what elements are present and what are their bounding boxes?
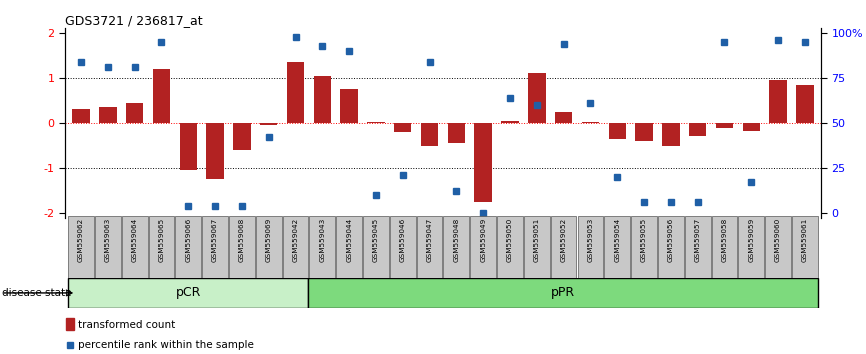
Bar: [309, 216, 335, 278]
Text: GSM559044: GSM559044: [346, 218, 352, 262]
Bar: [443, 216, 469, 278]
Text: GSM559048: GSM559048: [454, 218, 459, 262]
Bar: [282, 216, 308, 278]
Text: GSM559060: GSM559060: [775, 218, 781, 262]
Text: GSM559051: GSM559051: [533, 218, 540, 262]
Bar: [739, 216, 764, 278]
Bar: [555, 112, 572, 123]
Bar: [766, 216, 791, 278]
Bar: [152, 69, 171, 123]
Text: disease state: disease state: [2, 288, 71, 298]
Bar: [336, 216, 362, 278]
Bar: [417, 216, 443, 278]
Bar: [658, 216, 683, 278]
Bar: [501, 121, 519, 123]
Text: pPR: pPR: [551, 286, 575, 299]
Text: GSM559050: GSM559050: [507, 218, 513, 262]
Text: transformed count: transformed count: [78, 320, 175, 330]
Bar: [367, 122, 385, 123]
Bar: [206, 123, 223, 179]
Text: GSM559058: GSM559058: [721, 218, 727, 262]
Bar: [497, 216, 523, 278]
Text: GSM559046: GSM559046: [400, 218, 406, 262]
Bar: [203, 216, 228, 278]
Bar: [229, 216, 255, 278]
Bar: [475, 123, 492, 202]
Bar: [233, 123, 250, 150]
Bar: [578, 216, 604, 278]
Text: GSM559069: GSM559069: [266, 218, 272, 262]
Text: GSM559063: GSM559063: [105, 218, 111, 262]
Bar: [122, 216, 147, 278]
Text: GSM559061: GSM559061: [802, 218, 808, 262]
Bar: [712, 216, 737, 278]
Bar: [582, 122, 599, 123]
Bar: [340, 89, 358, 123]
Bar: [796, 85, 813, 123]
Bar: [742, 123, 760, 131]
Text: GSM559042: GSM559042: [293, 218, 299, 262]
Bar: [73, 109, 90, 123]
Bar: [528, 73, 546, 123]
Bar: [179, 123, 197, 170]
Text: GDS3721 / 236817_at: GDS3721 / 236817_at: [65, 14, 203, 27]
Bar: [363, 216, 389, 278]
Bar: [99, 107, 117, 123]
Bar: [604, 216, 630, 278]
Bar: [255, 216, 281, 278]
Text: pCR: pCR: [176, 286, 201, 299]
Bar: [421, 123, 438, 145]
Bar: [260, 123, 277, 125]
Bar: [631, 216, 657, 278]
Bar: [308, 278, 818, 308]
Bar: [313, 76, 331, 123]
Text: GSM559047: GSM559047: [427, 218, 432, 262]
Text: GSM559052: GSM559052: [560, 218, 566, 262]
Text: GSM559043: GSM559043: [320, 218, 326, 262]
Bar: [95, 216, 120, 278]
Text: GSM559065: GSM559065: [158, 218, 165, 262]
Bar: [149, 216, 174, 278]
Text: GSM559066: GSM559066: [185, 218, 191, 262]
Bar: [685, 216, 710, 278]
Bar: [126, 103, 144, 123]
Text: GSM559064: GSM559064: [132, 218, 138, 262]
Bar: [68, 278, 308, 308]
Text: GSM559054: GSM559054: [614, 218, 620, 262]
Text: GSM559059: GSM559059: [748, 218, 754, 262]
Text: GSM559045: GSM559045: [373, 218, 379, 262]
Text: GSM559057: GSM559057: [695, 218, 701, 262]
Bar: [636, 123, 653, 141]
Bar: [715, 123, 734, 127]
Bar: [287, 62, 304, 123]
Text: GSM559055: GSM559055: [641, 218, 647, 262]
Text: GSM559068: GSM559068: [239, 218, 245, 262]
Bar: [394, 123, 411, 132]
Bar: [448, 123, 465, 143]
Bar: [524, 216, 550, 278]
Text: GSM559056: GSM559056: [668, 218, 674, 262]
Text: GSM559053: GSM559053: [587, 218, 593, 262]
Text: GSM559067: GSM559067: [212, 218, 218, 262]
Bar: [551, 216, 577, 278]
Text: percentile rank within the sample: percentile rank within the sample: [78, 340, 254, 350]
Bar: [66, 318, 74, 330]
Bar: [390, 216, 416, 278]
Bar: [662, 123, 680, 145]
Bar: [68, 216, 94, 278]
Bar: [769, 80, 787, 123]
Bar: [176, 216, 201, 278]
Text: GSM559049: GSM559049: [480, 218, 486, 262]
Bar: [470, 216, 496, 278]
Bar: [689, 123, 707, 136]
Bar: [792, 216, 818, 278]
Bar: [609, 123, 626, 139]
Text: GSM559062: GSM559062: [78, 218, 84, 262]
